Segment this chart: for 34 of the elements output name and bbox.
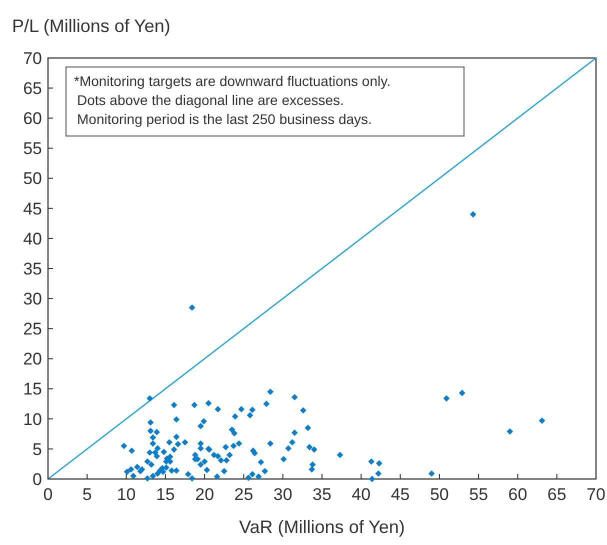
x-tick-label: 5 xyxy=(82,485,92,504)
y-tick-label: 20 xyxy=(23,350,42,369)
y-tick-label: 40 xyxy=(23,229,42,248)
y-tick-label: 30 xyxy=(23,290,42,309)
annotation: Monitoring period is the last 250 business days. xyxy=(77,111,372,127)
x-tick-label: 15 xyxy=(156,485,175,504)
y-tick-label: 35 xyxy=(23,259,42,278)
y-tick-label: 45 xyxy=(23,199,42,218)
y-tick-label: 0 xyxy=(32,470,42,489)
x-tick-label: 35 xyxy=(312,485,332,504)
y-tick-label: 50 xyxy=(23,169,42,188)
y-tick-label: 60 xyxy=(23,109,42,128)
x-tick-label: 10 xyxy=(116,485,136,504)
x-tick-label: 25 xyxy=(234,485,254,504)
x-tick-label: 40 xyxy=(352,485,371,504)
x-tick-label: 45 xyxy=(390,485,410,504)
y-tick-label: 65 xyxy=(23,79,42,98)
x-tick-label: 55 xyxy=(469,485,488,504)
y-axis-title: P/L (Millions of Yen) xyxy=(12,16,170,36)
y-tick-label: 70 xyxy=(23,48,42,68)
y-tick-label: 55 xyxy=(23,139,42,158)
y-tick-label: 15 xyxy=(23,380,42,399)
x-tick-label: 60 xyxy=(508,485,528,504)
x-tick-label: 50 xyxy=(430,485,449,504)
y-tick-label: 25 xyxy=(23,320,42,339)
x-tick-label: 70 xyxy=(586,485,606,504)
y-tick-label: 10 xyxy=(23,410,42,429)
x-axis-title: VaR (Millions of Yen) xyxy=(239,517,405,537)
annotation: *Monitoring targets are downward fluctuations only. xyxy=(74,73,390,89)
y-tick-label: 5 xyxy=(32,440,42,459)
x-tick-label: 30 xyxy=(273,485,292,504)
x-tick-label: 20 xyxy=(195,485,214,504)
annotation: Dots above the diagonal line are excesses. xyxy=(77,92,344,108)
x-tick-label: 65 xyxy=(547,485,566,504)
